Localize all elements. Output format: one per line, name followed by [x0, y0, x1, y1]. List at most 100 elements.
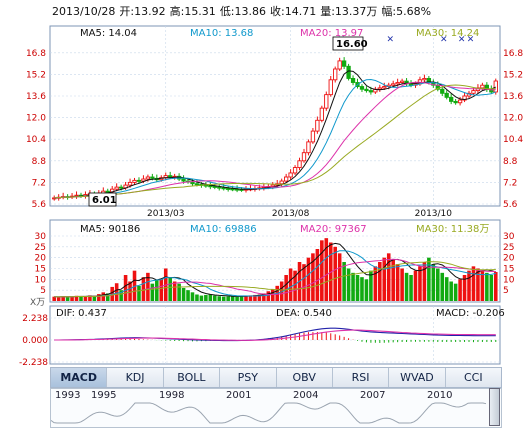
volume-bar [333, 246, 337, 301]
macd-panel-frame [49, 305, 501, 365]
price-tick-left: 5.6 [32, 200, 47, 210]
macd-tick-left: 0.000 [22, 336, 48, 346]
volume-bar [315, 249, 320, 301]
tab-wvad[interactable]: WVAD [389, 368, 446, 387]
volume-bar [436, 268, 440, 301]
volume-bar [391, 259, 395, 301]
tab-rsi[interactable]: RSI [333, 368, 390, 387]
price-tick-right: 10.4 [503, 135, 523, 145]
tab-obv[interactable]: OBV [277, 368, 333, 387]
volume-bar [97, 294, 101, 301]
volume-bar [217, 296, 222, 301]
vol-ma30-line [54, 261, 496, 298]
volume-bar [386, 253, 391, 301]
volume-tick-right: 15 [503, 265, 514, 275]
volume-tick-left: 15 [35, 265, 46, 275]
volume-bar [431, 264, 436, 301]
candle-body [306, 141, 311, 154]
candle-body [127, 181, 133, 186]
volume-tick-right: 25 [503, 243, 514, 253]
max-price-box [332, 36, 364, 51]
quote-header: 2013/10/28 开:13.92 高:15.31 低:13.86 收:14.71 量:… [52, 3, 435, 19]
volume-bar [262, 293, 266, 301]
time-navigator[interactable]: 1993 1995 1998 2001 2004 2007 2010 [50, 388, 502, 428]
price-panel-frame [49, 25, 501, 207]
price-moving-averages [54, 70, 497, 199]
macd-tick-left: 2.238 [22, 314, 48, 324]
candle-body [221, 187, 226, 190]
volume-bar [485, 272, 489, 301]
volume-bar [489, 275, 494, 301]
price-ma10-line [54, 78, 497, 199]
volume-bar [471, 266, 476, 301]
price-tick-right: 8.8 [503, 157, 518, 167]
price-tick-left: 15.2 [26, 70, 46, 80]
candle-body [310, 130, 316, 143]
candle-body [449, 96, 454, 102]
candle-body [328, 79, 333, 96]
volume-bar [449, 281, 453, 301]
candle-body [288, 172, 293, 178]
volume-tick-left: 10 [35, 275, 47, 285]
price-ma20-legend: MA20: 13.97 [300, 28, 363, 39]
price-ma20-line [54, 81, 496, 199]
tab-psy[interactable]: PSY [220, 368, 277, 387]
tab-boll[interactable]: BOLL [164, 368, 221, 387]
candle-body [284, 176, 289, 182]
candle-body [168, 175, 173, 178]
volume-tick-left: 5 [40, 286, 46, 296]
volume-bar [293, 270, 297, 301]
candle-body [377, 87, 382, 90]
candle-body [319, 107, 324, 121]
price-candles [52, 57, 498, 201]
volume-bar [382, 257, 387, 301]
candle-body [368, 90, 374, 93]
volume-tick-left: 20 [35, 254, 47, 264]
volume-bar [480, 270, 485, 301]
volume-bar [413, 270, 418, 301]
volume-bar [422, 262, 427, 301]
candle-body [292, 167, 298, 174]
candle-body [333, 68, 338, 81]
volume-bar [150, 283, 155, 301]
candle-body [471, 90, 476, 94]
volume-bar [324, 238, 329, 301]
volume-bar [79, 296, 83, 301]
x-tick-label: 2013/08 [272, 209, 310, 219]
header-open: 开:13.92 [119, 5, 166, 18]
volume-tick-right: 20 [503, 254, 515, 264]
price-tick-left: 10.4 [26, 135, 46, 145]
navigator-drag-handle[interactable] [489, 388, 500, 426]
tab-kdj[interactable]: KDJ [107, 368, 164, 387]
nav-year-1993: 1993 [55, 390, 81, 401]
candle-body [297, 160, 302, 169]
candle-body [212, 185, 217, 188]
candle-body [315, 119, 320, 132]
price-ma5-line [54, 70, 496, 199]
tab-cci[interactable]: CCI [464, 371, 483, 384]
price-tick-left: 16.8 [26, 49, 46, 59]
volume-bar [128, 281, 132, 301]
volume-bar [65, 296, 70, 301]
volume-bar [159, 279, 164, 301]
volume-bar [253, 294, 257, 301]
volume-bar [346, 268, 351, 301]
candle-body [462, 95, 467, 101]
volume-tick-left: 25 [35, 243, 46, 253]
price-tick-left: 12.0 [26, 114, 46, 124]
macd-dif-legend: DIF: 0.437 [56, 308, 107, 319]
volume-bar [306, 257, 311, 301]
vol-ma20-legend: MA20: 97367 [300, 224, 367, 235]
candle-body [341, 60, 347, 67]
tab-macd[interactable]: MACD [51, 368, 108, 387]
price-ma5-legend: MA5: 14.04 [80, 28, 137, 39]
candle-body [444, 92, 449, 98]
volume-bar [378, 262, 382, 301]
header-close: 收:14.71 [270, 5, 317, 18]
volume-panel-frame [49, 219, 501, 303]
candle-body [364, 88, 369, 92]
price-tick-right: 7.2 [503, 178, 517, 188]
signal-marker-icon: ✕ [440, 35, 448, 45]
candle-body [279, 180, 284, 185]
